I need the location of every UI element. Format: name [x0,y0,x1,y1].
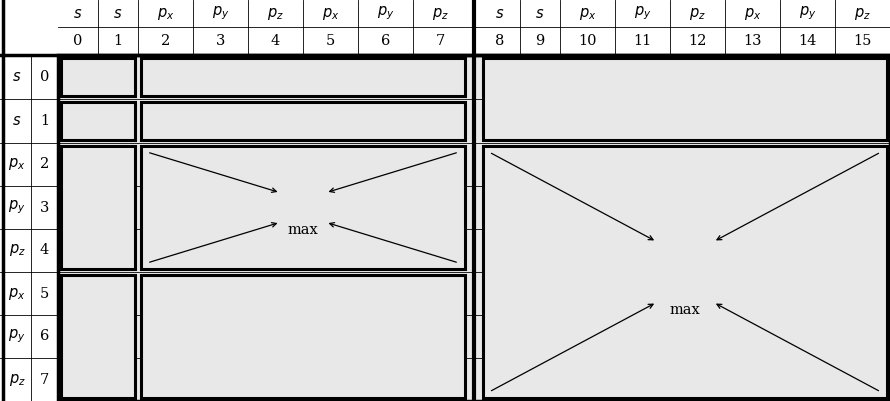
Bar [141,146,465,269]
Text: $p_{y}$: $p_{y}$ [8,328,26,345]
Text: 10: 10 [578,34,597,48]
Bar [141,58,465,96]
Text: 1: 1 [40,114,49,128]
Text: $s$: $s$ [536,6,545,20]
Text: max: max [669,303,700,317]
Text: $p_{y}$: $p_{y}$ [376,5,394,22]
Text: 7: 7 [436,34,445,48]
Text: 5: 5 [326,34,336,48]
Text: 2: 2 [40,158,49,172]
Text: $p_{x}$: $p_{x}$ [8,286,26,302]
Bar [58,55,890,401]
Text: $p_{z}$: $p_{z}$ [432,6,449,22]
Text: $p_{z}$: $p_{z}$ [854,6,871,22]
Bar [141,275,465,398]
Bar [61,58,135,96]
Text: $p_{x}$: $p_{x}$ [157,6,174,22]
Text: $s$: $s$ [12,114,21,128]
Text: $s$: $s$ [496,6,505,20]
Bar [61,275,135,398]
Bar [483,146,887,398]
Text: 3: 3 [215,34,225,48]
Text: $s$: $s$ [12,70,21,84]
Text: 6: 6 [40,330,49,344]
Text: 4: 4 [271,34,280,48]
Text: 8: 8 [496,34,505,48]
Bar [483,58,887,140]
Bar [61,146,135,269]
Text: $p_{z}$: $p_{z}$ [267,6,284,22]
Text: $p_{y}$: $p_{y}$ [798,5,816,22]
Bar [61,102,135,140]
Text: $p_{z}$: $p_{z}$ [689,6,706,22]
Text: 13: 13 [743,34,762,48]
Text: 3: 3 [40,200,49,215]
Text: $p_{y}$: $p_{y}$ [8,199,26,216]
Text: $p_{x}$: $p_{x}$ [322,6,339,22]
Bar [141,102,465,140]
Text: 1: 1 [113,34,123,48]
Text: 0: 0 [73,34,83,48]
Text: $p_{z}$: $p_{z}$ [9,371,26,387]
Text: $p_{z}$: $p_{z}$ [9,243,26,259]
Text: 12: 12 [688,34,707,48]
Text: $p_{y}$: $p_{y}$ [212,5,230,22]
Text: 5: 5 [40,286,49,300]
Text: $p_{x}$: $p_{x}$ [578,6,596,22]
Text: 6: 6 [381,34,390,48]
Text: 2: 2 [161,34,170,48]
Text: $s$: $s$ [73,6,83,20]
Text: 4: 4 [40,243,49,257]
Text: $s$: $s$ [113,6,123,20]
Text: 7: 7 [40,373,49,387]
Text: 0: 0 [40,70,49,84]
Text: 9: 9 [536,34,545,48]
Text: $p_{x}$: $p_{x}$ [8,156,26,172]
Text: $p_{y}$: $p_{y}$ [634,5,651,22]
Text: 11: 11 [634,34,651,48]
Text: max: max [287,223,319,237]
Text: 15: 15 [854,34,871,48]
Bar [58,55,890,401]
Text: $p_{x}$: $p_{x}$ [744,6,761,22]
Text: 14: 14 [798,34,817,48]
